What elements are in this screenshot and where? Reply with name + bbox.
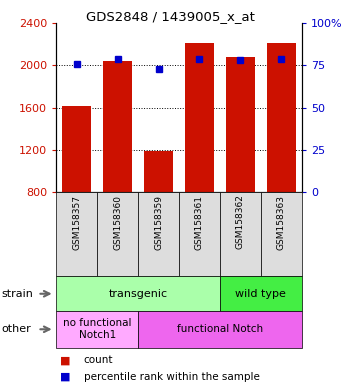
Text: functional Notch: functional Notch (177, 324, 263, 334)
Text: GSM158357: GSM158357 (72, 195, 81, 250)
Text: GSM158362: GSM158362 (236, 195, 245, 250)
Bar (62, 106, 91, 192)
Bar (138, 192, 179, 276)
Text: no functional
Notch1: no functional Notch1 (63, 318, 131, 340)
Text: count: count (84, 355, 113, 365)
Text: GDS2848 / 1439005_x_at: GDS2848 / 1439005_x_at (86, 10, 255, 23)
Bar (185, 43, 214, 192)
Text: ■: ■ (60, 372, 70, 382)
Bar (56, 311, 138, 348)
Text: GSM158360: GSM158360 (113, 195, 122, 250)
Bar (226, 57, 255, 192)
Text: GSM158359: GSM158359 (154, 195, 163, 250)
Bar (138, 311, 302, 348)
Bar (56, 192, 97, 276)
Bar (179, 192, 220, 276)
Text: GSM158361: GSM158361 (195, 195, 204, 250)
Text: other: other (2, 324, 31, 334)
Bar (220, 276, 302, 311)
Bar (56, 276, 220, 311)
Text: GSM158363: GSM158363 (277, 195, 286, 250)
Bar (261, 192, 302, 276)
Bar (220, 192, 261, 276)
Text: ■: ■ (60, 355, 70, 365)
Bar (103, 61, 132, 192)
Bar (267, 43, 296, 192)
Bar (97, 192, 138, 276)
Text: wild type: wild type (235, 289, 286, 299)
Bar (144, 151, 173, 192)
Text: strain: strain (2, 289, 33, 299)
Text: percentile rank within the sample: percentile rank within the sample (84, 372, 260, 382)
Text: transgenic: transgenic (108, 289, 168, 299)
